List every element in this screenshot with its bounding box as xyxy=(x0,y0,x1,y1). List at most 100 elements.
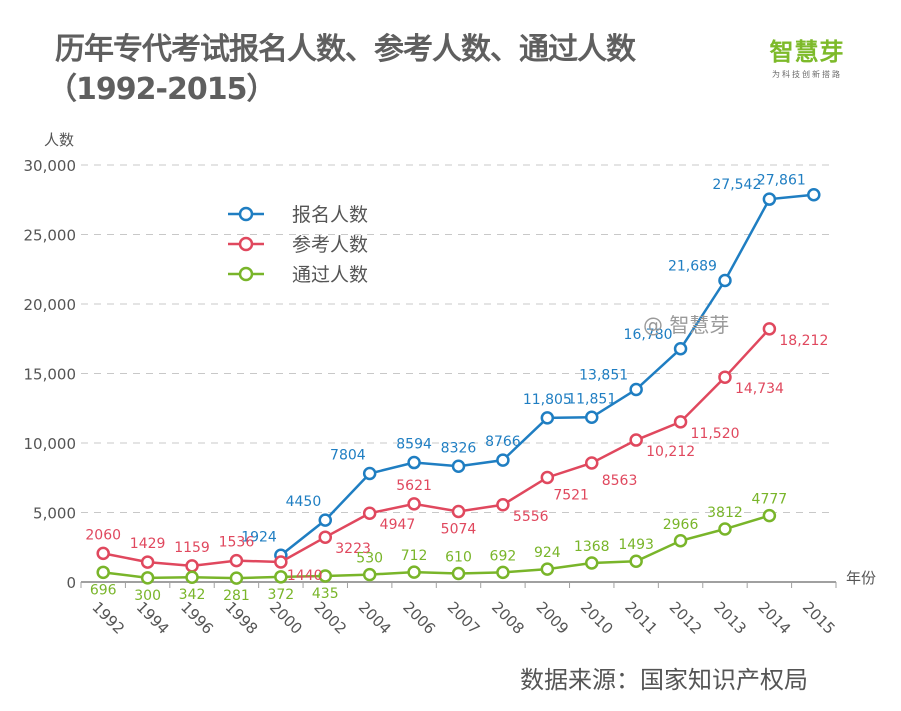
legend-label: 报名人数 xyxy=(292,204,368,226)
watermark: @ 智慧芽 xyxy=(643,313,729,337)
data-point xyxy=(629,554,643,568)
y-tick-label: 20,000 xyxy=(24,296,77,314)
chart-title-line2: （1992-2015） xyxy=(47,72,276,107)
brand-logo: 智慧芽 为科技创新搭路 xyxy=(762,32,852,80)
data-point xyxy=(185,570,199,584)
data-label: 8594 xyxy=(396,437,432,453)
data-point xyxy=(584,556,599,570)
x-tick-label: 2014 xyxy=(755,598,795,638)
chart-title: 历年专代考试报名人数、参考人数、通过人数 （1992-2015） xyxy=(47,30,636,110)
data-label: 530 xyxy=(356,551,383,567)
data-point xyxy=(673,342,688,356)
chart-title-line1: 历年专代考试报名人数、参考人数、通过人数 xyxy=(55,32,636,67)
x-tick-label: 2004 xyxy=(355,598,395,638)
series-passed xyxy=(96,508,777,585)
legend-marker xyxy=(238,236,254,252)
x-tick-label: 2008 xyxy=(488,598,528,638)
data-label: 13,851 xyxy=(579,367,628,383)
data-point xyxy=(318,513,333,527)
data-label: 610 xyxy=(445,550,472,566)
data-point xyxy=(807,187,821,202)
data-label: 1159 xyxy=(174,540,210,556)
x-tick-label: 2000 xyxy=(266,598,306,638)
data-label: 4947 xyxy=(380,517,416,533)
data-point xyxy=(451,459,466,474)
data-label: 5556 xyxy=(513,509,549,525)
data-label: 435 xyxy=(312,586,339,602)
y-axis-title: 人数 xyxy=(44,131,74,149)
data-label: 8563 xyxy=(602,473,638,489)
data-label: 21,689 xyxy=(668,259,717,275)
data-label: 27,542 xyxy=(712,177,761,193)
legend-marker xyxy=(238,206,254,222)
data-point xyxy=(718,522,732,536)
series-registered xyxy=(274,187,821,563)
data-label: 4777 xyxy=(752,492,788,508)
data-point xyxy=(362,506,377,520)
data-label: 27,861 xyxy=(757,173,806,189)
data-point xyxy=(140,571,155,585)
legend-item-registered: 报名人数 xyxy=(228,204,368,226)
data-point xyxy=(540,562,555,576)
data-label: 300 xyxy=(134,588,161,604)
data-point xyxy=(407,497,421,511)
data-point xyxy=(274,570,288,584)
series-attended xyxy=(96,322,777,573)
data-point xyxy=(407,565,421,579)
data-point xyxy=(629,433,643,447)
legend-label: 通过人数 xyxy=(292,264,368,286)
y-tick-label: 5,000 xyxy=(33,505,76,523)
data-point xyxy=(318,530,333,544)
data-label: 696 xyxy=(90,582,117,598)
legend-item-attended: 参考人数 xyxy=(228,234,368,256)
data-label: 11,805 xyxy=(523,392,572,408)
data-label: 18,212 xyxy=(779,333,828,349)
data-point xyxy=(673,415,688,429)
x-tick-label: 1996 xyxy=(177,598,217,638)
data-point xyxy=(96,546,110,561)
x-tick-label: 2002 xyxy=(310,598,350,638)
data-label: 5074 xyxy=(441,521,477,537)
data-label: 3223 xyxy=(335,541,371,557)
data-label: 8326 xyxy=(441,440,477,456)
data-point xyxy=(584,456,599,470)
data-point xyxy=(496,498,510,512)
data-point xyxy=(584,410,599,425)
x-tick-label: 2015 xyxy=(799,598,839,638)
data-label: 10,212 xyxy=(646,444,695,460)
data-label: 7521 xyxy=(553,487,589,503)
data-point xyxy=(496,453,510,467)
data-point xyxy=(496,565,510,580)
legend-item-passed: 通过人数 xyxy=(228,264,368,286)
data-label: 1440 xyxy=(287,568,323,584)
data-label: 16,780 xyxy=(624,327,673,343)
data-point xyxy=(185,559,199,573)
data-label: 281 xyxy=(223,588,250,604)
data-point xyxy=(407,455,421,470)
x-tick-label: 2010 xyxy=(577,598,617,638)
data-label: 372 xyxy=(267,587,294,603)
data-label: 4450 xyxy=(286,494,322,510)
data-label: 692 xyxy=(490,548,517,564)
data-label: 3812 xyxy=(707,505,743,521)
series xyxy=(96,187,821,585)
x-tick-label: 1992 xyxy=(88,598,128,638)
series-line-attended xyxy=(102,328,771,568)
data-label: 2060 xyxy=(85,527,121,543)
data-label: 1493 xyxy=(618,537,654,553)
data-label: 342 xyxy=(179,587,206,603)
data-label: 1536 xyxy=(219,535,255,551)
x-tick-label: 2006 xyxy=(399,598,439,638)
data-point xyxy=(451,504,466,519)
data-label: 11,851 xyxy=(567,391,616,407)
brand-logo-tagline: 为科技创新搭路 xyxy=(772,70,842,79)
series-line-passed xyxy=(103,514,770,580)
y-tick-label: 10,000 xyxy=(24,435,77,453)
legend-label: 参考人数 xyxy=(292,234,368,256)
x-tick-label: 2007 xyxy=(444,598,484,638)
data-point xyxy=(540,411,555,425)
y-tick-label: 25,000 xyxy=(24,227,77,245)
data-label: 1924 xyxy=(241,529,277,545)
